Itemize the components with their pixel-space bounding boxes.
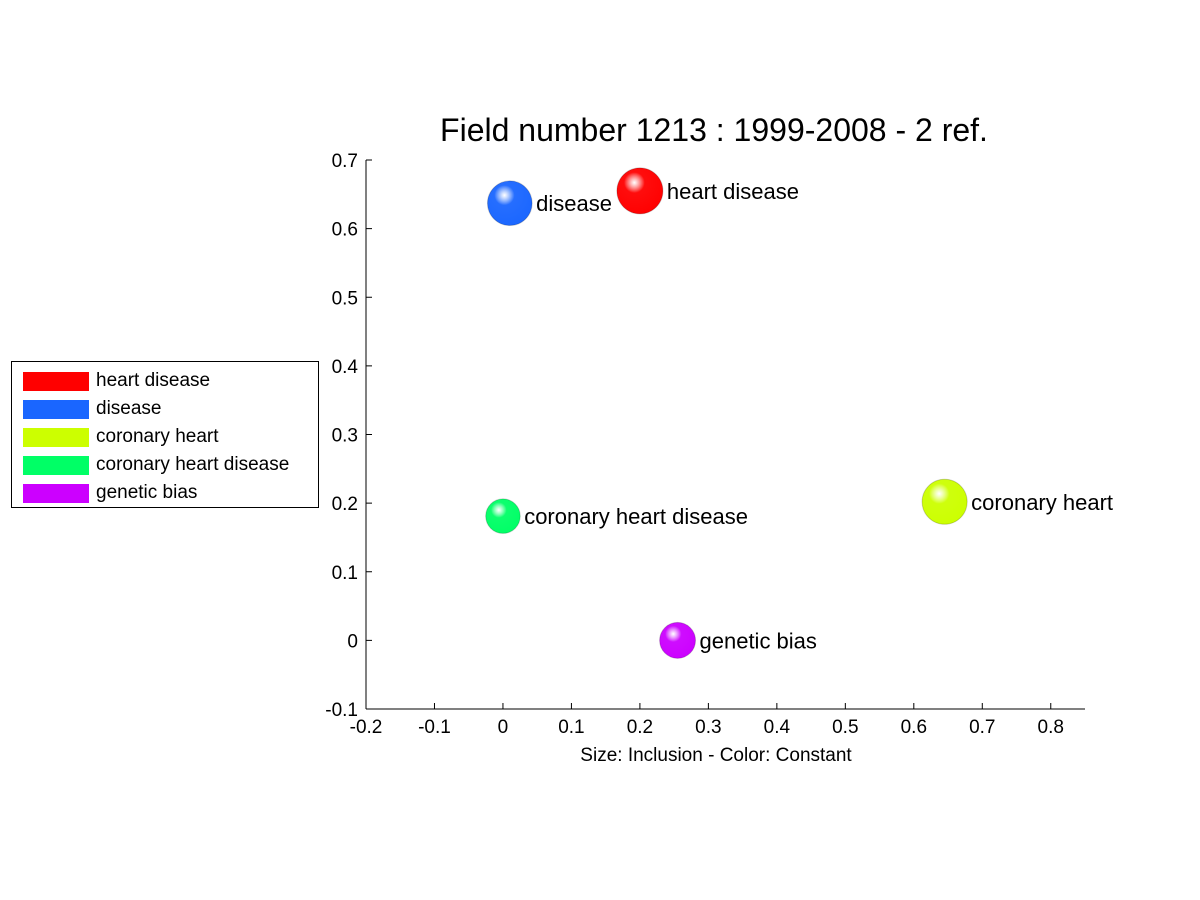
x-tick-label: 0.8 — [1038, 717, 1064, 738]
axes: -0.2 -0.1 0 0.1 0.2 0.3 0.4 0.5 0.6 0.7 0.8-0.100.… — [325, 151, 1085, 738]
legend-label: heart disease — [96, 370, 211, 391]
x-tick-label: 0.5 — [832, 717, 858, 738]
x-tick-label: 0.4 — [764, 717, 791, 738]
y-tick-label: 0.7 — [332, 151, 358, 172]
data-point — [485, 498, 521, 534]
x-tick-label: 0.6 — [901, 717, 927, 738]
legend-item: disease — [23, 397, 162, 421]
legend-swatch — [23, 371, 89, 391]
x-tick-label: 0.7 — [969, 717, 995, 738]
data-label: disease — [536, 191, 612, 216]
y-tick-label: 0.6 — [332, 220, 358, 241]
data-point-outline — [659, 621, 697, 659]
data-point-outline — [486, 180, 533, 227]
legend-swatch — [23, 483, 89, 503]
legend-swatch — [23, 427, 89, 447]
x-tick-label: -0.1 — [418, 717, 451, 738]
legend-item: coronary heart disease — [23, 453, 289, 477]
x-tick-label: 0.1 — [558, 717, 584, 738]
legend-swatch — [23, 455, 89, 475]
legend-label: disease — [96, 398, 162, 419]
y-tick-label: -0.1 — [325, 700, 358, 721]
y-tick-label: 0.1 — [332, 563, 358, 584]
legend-label: coronary heart — [96, 426, 219, 447]
data-point — [922, 479, 968, 525]
data-label: coronary heart — [971, 490, 1113, 515]
x-tick-label: 0 — [498, 717, 509, 738]
x-tick-label: 0.2 — [627, 717, 653, 738]
y-tick-label: 0.4 — [332, 357, 359, 378]
legend-label: genetic bias — [96, 482, 198, 503]
legend-swatch — [23, 399, 89, 419]
data-point-outline — [616, 167, 664, 215]
legend-item: heart disease — [23, 369, 210, 393]
data-point-outline — [485, 498, 521, 534]
data-label: heart disease — [667, 179, 799, 204]
legend-item: genetic bias — [23, 481, 197, 505]
data-point-outline — [921, 478, 968, 525]
y-tick-label: 0.3 — [332, 426, 358, 447]
data-point — [616, 167, 663, 214]
y-tick-label: 0.2 — [332, 494, 358, 515]
x-tick-label: 0.3 — [695, 717, 721, 738]
x-tick-label: -0.2 — [350, 717, 383, 738]
chart-title: Field number 1213 : 1999-2008 - 2 ref. — [440, 112, 988, 148]
data-point — [487, 180, 533, 226]
legend-label: coronary heart disease — [96, 454, 290, 475]
y-tick-label: 0 — [347, 631, 358, 652]
legend: heart disease disease coronary heart corona… — [11, 361, 319, 508]
legend-item: coronary heart — [23, 425, 219, 449]
data-point — [659, 622, 696, 659]
data-points: heart disease disease coronary heart corona… — [485, 167, 1113, 659]
data-label: genetic bias — [700, 628, 817, 653]
x-axis-label: Size: Inclusion - Color: Constant — [580, 745, 852, 766]
data-label: coronary heart disease — [524, 504, 748, 529]
y-tick-label: 0.5 — [332, 288, 358, 309]
